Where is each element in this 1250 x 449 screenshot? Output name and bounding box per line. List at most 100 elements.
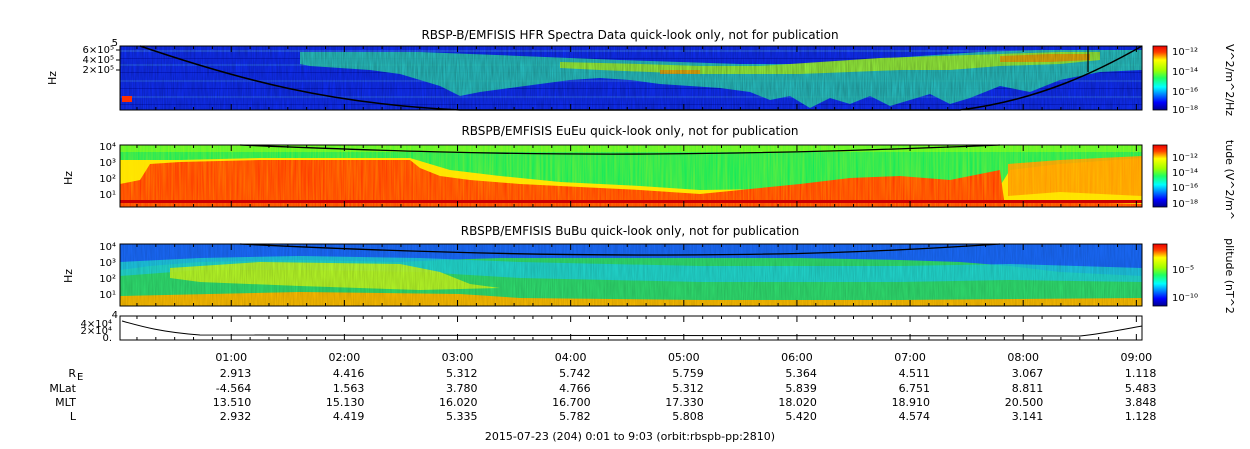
ephemeris-value: 5.808 bbox=[672, 410, 704, 423]
hfr-plasma-frequency-curve bbox=[139, 45, 1143, 111]
x-tick-label: 03:00 bbox=[442, 351, 474, 364]
hfr-frame bbox=[119, 45, 1143, 111]
eueu-colorbar-label: tude (V^2/m^ bbox=[1223, 140, 1236, 220]
ephemeris-value: 5.742 bbox=[559, 367, 591, 380]
panel-hfr-title: RBSP-B/EMFISIS HFR Spectra Data quick-lo… bbox=[421, 28, 838, 42]
hfr-y-axis: 5 6×10⁵ 4×10⁵ 2×10⁵ Hz bbox=[46, 38, 120, 85]
x-tick-label: 04:00 bbox=[555, 351, 587, 364]
x-tick-label: 08:00 bbox=[1007, 351, 1039, 364]
hfr-ytick-top: 5 bbox=[112, 38, 118, 49]
hfr-ytick-label: 6×10⁵ bbox=[83, 45, 114, 56]
bubu-ytick-label: 10⁴ bbox=[99, 242, 116, 253]
ephemeris-value: 2.932 bbox=[220, 410, 252, 423]
eueu-ytick-label: 10⁴ bbox=[99, 142, 116, 153]
line-ytick-top: 4 bbox=[112, 310, 118, 321]
ephemeris-value: 5.312 bbox=[672, 382, 704, 395]
eueu-colorbar-tick: 10⁻¹⁸ bbox=[1172, 199, 1198, 210]
line-ytick-label: 2×10⁴ bbox=[81, 326, 112, 337]
bubu-colorbar-label: plitude (nT^2 bbox=[1223, 238, 1236, 314]
ephemeris-row-label: R bbox=[68, 367, 76, 380]
line-y-axis: 4 4×10⁴ 2×10⁴ 0. bbox=[81, 310, 118, 344]
line-ytick-label: 4×10⁴ bbox=[81, 319, 112, 330]
eueu-colorbar-tick: 10⁻¹⁴ bbox=[1172, 168, 1198, 179]
bubu-y-label: Hz bbox=[62, 269, 75, 283]
ephemeris-value: 5.782 bbox=[559, 410, 591, 423]
panel-eueu: RBSPB/EMFISIS EuEu quick-look only, not … bbox=[62, 124, 1236, 220]
footer-time-range: 2015-07-23 (204) 0:01 to 9:03 (orbit:rbs… bbox=[485, 430, 775, 443]
ephemeris-row-label: L bbox=[70, 410, 77, 423]
ephemeris-row-label: MLat bbox=[49, 382, 76, 395]
ephemeris-value: 15.130 bbox=[326, 396, 365, 409]
x-tick-label: 07:00 bbox=[894, 351, 926, 364]
ephemeris-value: 13.510 bbox=[213, 396, 252, 409]
bubu-noise-texture bbox=[120, 244, 1142, 306]
hfr-colorbar-label: V^2/m^2/Hz bbox=[1223, 44, 1236, 116]
bubu-colorbar-tick: 10⁻¹⁰ bbox=[1172, 293, 1198, 304]
ephemeris-row-label-subscript: E bbox=[77, 372, 83, 383]
ephemeris-value: 4.511 bbox=[899, 367, 931, 380]
hfr-colorbar-tick: 10⁻¹⁴ bbox=[1172, 67, 1198, 78]
ephemeris-value: 18.020 bbox=[778, 396, 817, 409]
ephemeris-value: 3.141 bbox=[1012, 410, 1044, 423]
ephemeris-value: 17.330 bbox=[665, 396, 704, 409]
panel-hfr: RBSP-B/EMFISIS HFR Spectra Data quick-lo… bbox=[46, 28, 1236, 116]
line-trace bbox=[121, 320, 1143, 337]
eueu-y-axis: 10⁴ 10³ 10² 10¹ Hz bbox=[62, 142, 116, 201]
eueu-bottom-band bbox=[120, 200, 1142, 203]
ephemeris-value: 5.312 bbox=[446, 367, 478, 380]
ephemeris-value: 3.848 bbox=[1125, 396, 1157, 409]
ephemeris-value: 3.067 bbox=[1012, 367, 1044, 380]
eueu-ytick-label: 10² bbox=[99, 174, 116, 185]
eueu-noise-texture bbox=[120, 145, 1142, 207]
bubu-frame bbox=[119, 243, 1143, 307]
panel-eueu-title: RBSPB/EMFISIS EuEu quick-look only, not … bbox=[461, 124, 798, 138]
ephemeris-value: 2.913 bbox=[220, 367, 252, 380]
eueu-ytick-label: 10³ bbox=[99, 158, 116, 169]
hfr-red-spot bbox=[122, 96, 132, 102]
eueu-colorbar-tick: 10⁻¹² bbox=[1172, 153, 1198, 164]
panel-line: 4 4×10⁴ 2×10⁴ 0. bbox=[81, 310, 1143, 344]
x-tick-label: 09:00 bbox=[1120, 351, 1152, 364]
ephemeris-value: 8.811 bbox=[1012, 382, 1044, 395]
eueu-frame bbox=[119, 144, 1143, 208]
eueu-colorbar: 10⁻¹² 10⁻¹⁴ 10⁻¹⁶ 10⁻¹⁸ tude (V^2/m^ bbox=[1152, 140, 1236, 220]
ephemeris-value: -4.564 bbox=[216, 382, 251, 395]
hfr-ytick-label: 2×10⁵ bbox=[83, 65, 114, 76]
x-tick-label: 05:00 bbox=[668, 351, 700, 364]
x-axis-labels: 01:00 02:00 03:00 04:00 05:00 06:00 07:00 08:00… bbox=[215, 351, 1152, 364]
ephemeris-value: 4.416 bbox=[333, 367, 365, 380]
hfr-noise-texture bbox=[120, 46, 1142, 110]
hfr-colorbar-tick: 10⁻¹⁸ bbox=[1172, 105, 1198, 116]
ephemeris-value: 1.118 bbox=[1125, 367, 1157, 380]
hfr-colorbar-tick: 10⁻¹⁶ bbox=[1172, 87, 1198, 98]
x-tick-label: 02:00 bbox=[329, 351, 361, 364]
ephemeris-value: 6.751 bbox=[899, 382, 931, 395]
ephemeris-value: 18.910 bbox=[892, 396, 931, 409]
ephemeris-table: R E 2.913 4.416 5.312 5.742 5.759 5.364 4.511 3.0… bbox=[49, 367, 1156, 423]
ephemeris-value: 1.563 bbox=[333, 382, 365, 395]
eueu-ytick-label: 10¹ bbox=[99, 190, 116, 201]
ephemeris-row-label: MLT bbox=[55, 396, 76, 409]
hfr-colorbar-tick: 10⁻¹² bbox=[1172, 47, 1198, 58]
ephemeris-value: 4.574 bbox=[899, 410, 931, 423]
bubu-colorbar-tick: 10⁻⁵ bbox=[1172, 265, 1194, 276]
panel-bubu-title: RBSPB/EMFISIS BuBu quick-look only, not … bbox=[461, 224, 799, 238]
bubu-cyclotron-curve bbox=[239, 243, 1001, 256]
line-frame bbox=[119, 315, 1143, 341]
x-tick-label: 06:00 bbox=[781, 351, 813, 364]
ephemeris-value: 5.335 bbox=[446, 410, 478, 423]
ephemeris-value: 20.500 bbox=[1005, 396, 1044, 409]
time-tick-marks bbox=[136, 46, 1137, 340]
ephemeris-value: 5.839 bbox=[785, 382, 817, 395]
eueu-y-label: Hz bbox=[62, 171, 75, 185]
bubu-ytick-label: 10¹ bbox=[99, 290, 116, 301]
ephemeris-value: 4.766 bbox=[559, 382, 591, 395]
panel-bubu: RBSPB/EMFISIS BuBu quick-look only, not … bbox=[62, 224, 1236, 314]
ephemeris-value: 4.419 bbox=[333, 410, 365, 423]
bubu-colorbar: 10⁻⁵ 10⁻¹⁰ plitude (nT^2 bbox=[1152, 238, 1236, 314]
ephemeris-value: 1.128 bbox=[1125, 410, 1157, 423]
line-ytick-label: 0. bbox=[102, 333, 112, 344]
eueu-cyclotron-curve bbox=[239, 144, 1001, 155]
eueu-colorbar-tick: 10⁻¹⁶ bbox=[1172, 183, 1198, 194]
